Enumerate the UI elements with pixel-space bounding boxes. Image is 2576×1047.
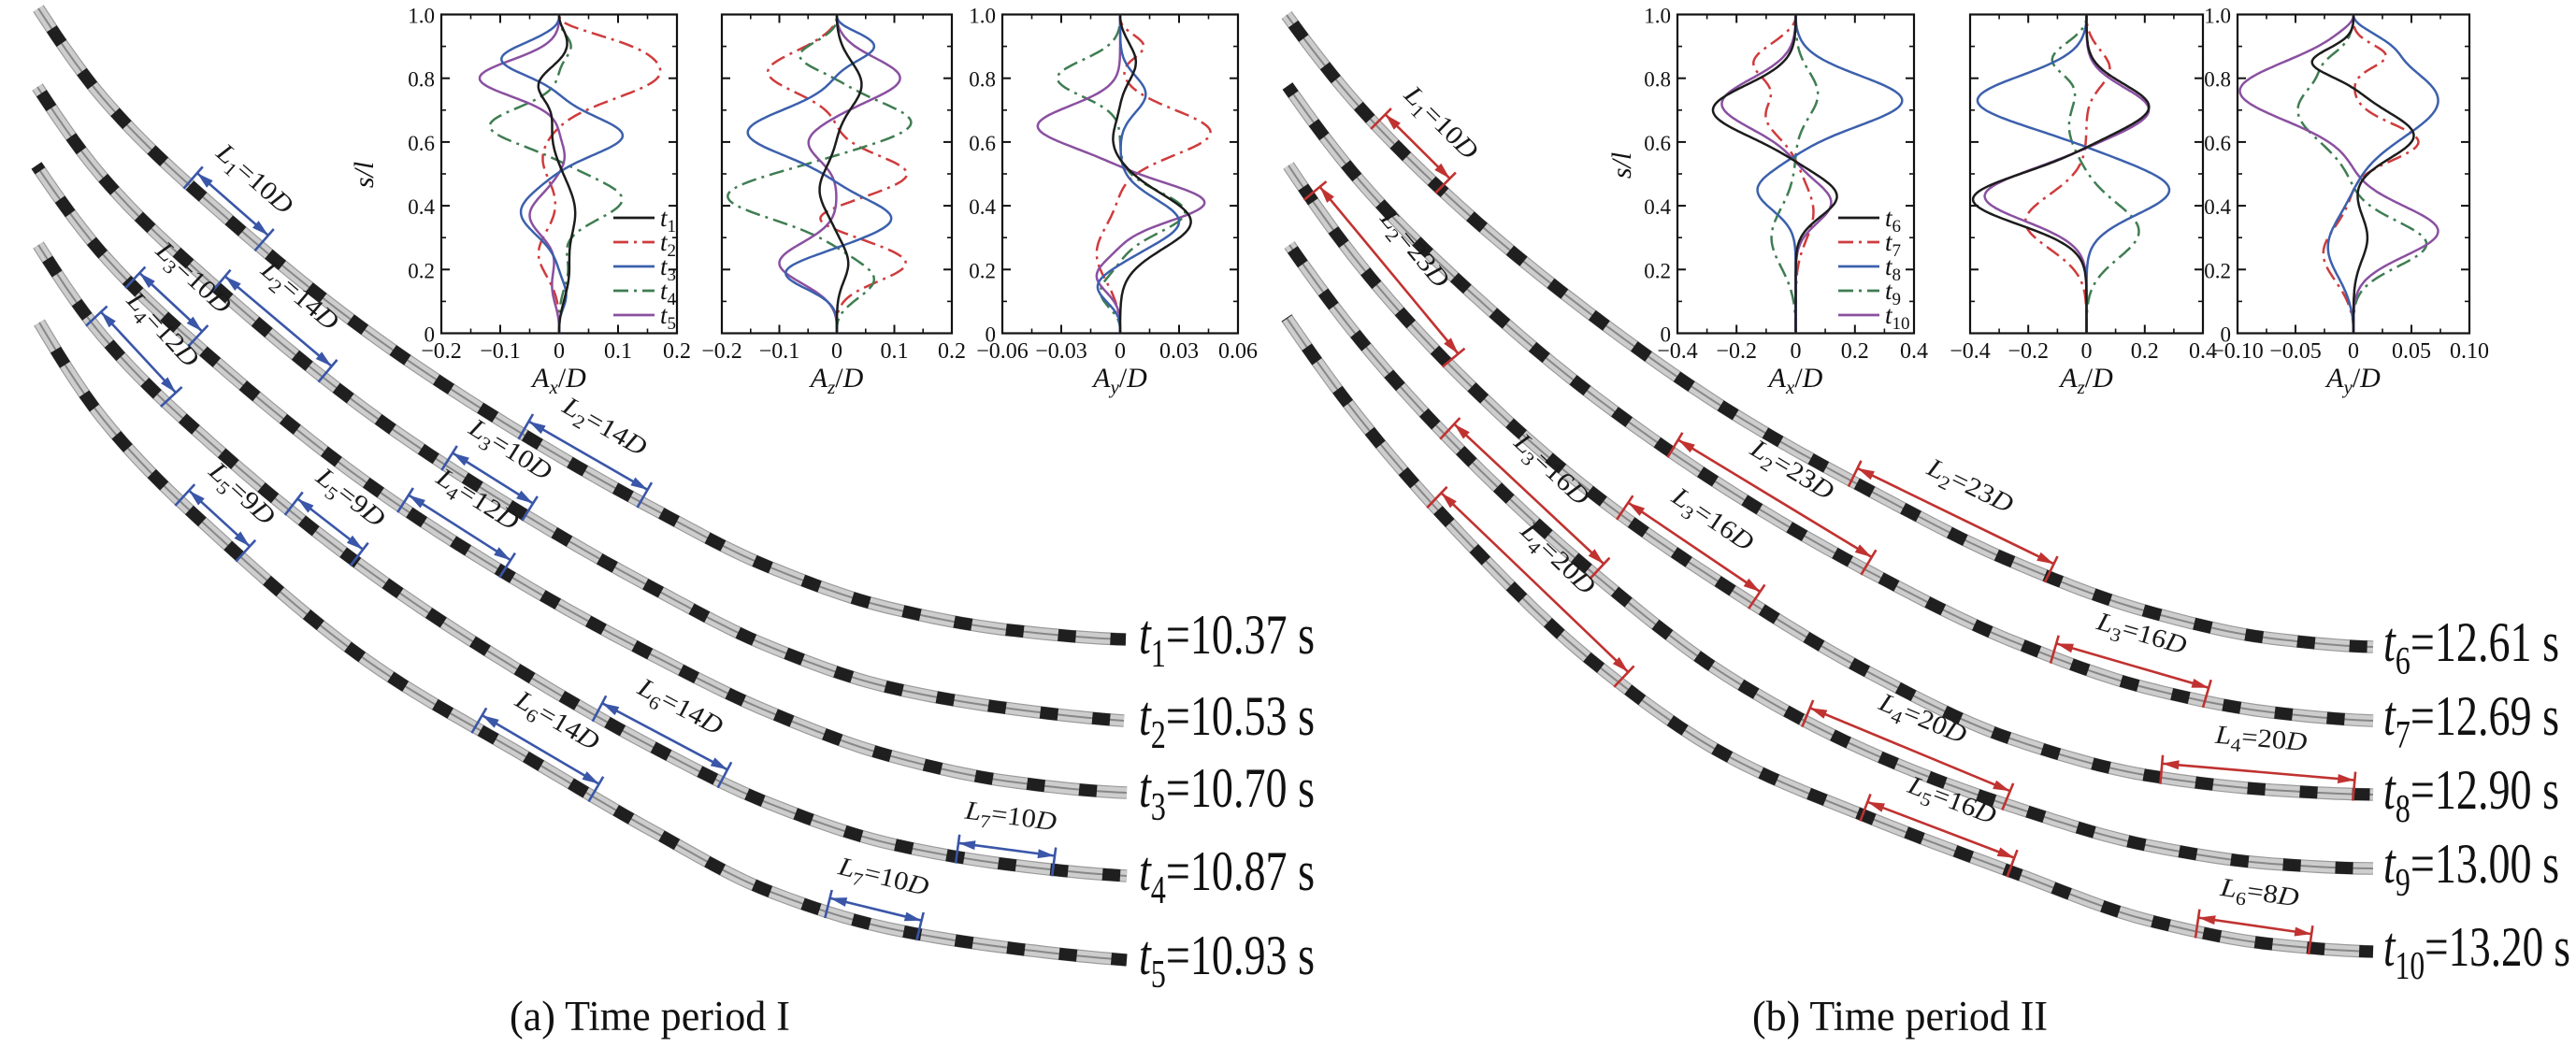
svg-text:−0.4: −0.4 xyxy=(1657,339,1698,364)
svg-text:t5: t5 xyxy=(660,301,676,334)
svg-text:0: 0 xyxy=(986,323,997,347)
svg-text:0.03: 0.03 xyxy=(1159,339,1199,364)
svg-text:−0.2: −0.2 xyxy=(701,339,742,364)
svg-text:0: 0 xyxy=(2221,323,2232,347)
svg-text:t4=10.87 s: t4=10.87 s xyxy=(1139,840,1315,912)
svg-text:0: 0 xyxy=(831,339,842,364)
svg-text:0: 0 xyxy=(1661,323,1672,347)
svg-text:0.06: 0.06 xyxy=(1218,339,1258,364)
svg-text:0.2: 0.2 xyxy=(938,339,966,364)
svg-text:0.8: 0.8 xyxy=(408,68,435,92)
svg-text:L7=10D: L7=10D xyxy=(962,796,1058,841)
svg-text:0: 0 xyxy=(554,339,565,364)
svg-text:0.2: 0.2 xyxy=(2131,339,2159,364)
svg-text:Ay/D: Ay/D xyxy=(1091,363,1147,398)
svg-text:0.4: 0.4 xyxy=(408,195,435,219)
svg-text:t10=13.20 s: t10=13.20 s xyxy=(2383,916,2570,988)
svg-text:(b) Time period II: (b) Time period II xyxy=(1752,993,2048,1040)
svg-text:0.8: 0.8 xyxy=(1644,68,1671,92)
svg-text:t5=10.93 s: t5=10.93 s xyxy=(1139,925,1315,997)
svg-text:t3: t3 xyxy=(660,252,676,285)
svg-text:1.0: 1.0 xyxy=(1644,5,1671,28)
svg-text:t2: t2 xyxy=(660,228,676,261)
svg-text:s/l: s/l xyxy=(1606,152,1637,179)
svg-text:t9=13.00 s: t9=13.00 s xyxy=(2383,833,2559,905)
svg-text:0: 0 xyxy=(2348,339,2359,364)
svg-text:0.1: 0.1 xyxy=(604,339,632,364)
svg-text:Ay/D: Ay/D xyxy=(2324,363,2381,398)
svg-text:−0.05: −0.05 xyxy=(2269,339,2322,364)
svg-text:(a) Time period I: (a) Time period I xyxy=(510,993,790,1040)
svg-text:1.0: 1.0 xyxy=(969,5,996,28)
svg-text:−0.10: −0.10 xyxy=(2211,339,2264,364)
svg-text:−0.2: −0.2 xyxy=(2008,339,2049,364)
svg-text:t6=12.61 s: t6=12.61 s xyxy=(2383,611,2559,683)
svg-text:−0.1: −0.1 xyxy=(759,339,800,364)
svg-text:0.05: 0.05 xyxy=(2392,339,2431,364)
svg-text:0.4: 0.4 xyxy=(1644,195,1671,219)
svg-text:t6: t6 xyxy=(1885,204,1901,237)
svg-text:0: 0 xyxy=(1115,339,1126,364)
svg-text:0.1: 0.1 xyxy=(881,339,909,364)
svg-text:L6=8D: L6=8D xyxy=(2217,873,2300,918)
svg-text:0.6: 0.6 xyxy=(969,132,996,155)
svg-text:L3=16D: L3=16D xyxy=(1504,427,1595,515)
svg-text:−0.1: −0.1 xyxy=(480,339,521,364)
svg-text:Az/D: Az/D xyxy=(2058,363,2113,398)
svg-text:0.4: 0.4 xyxy=(1900,339,1928,364)
svg-text:0: 0 xyxy=(1791,339,1802,364)
svg-text:0.6: 0.6 xyxy=(2204,132,2231,155)
svg-text:1.0: 1.0 xyxy=(2204,5,2231,28)
svg-text:0.2: 0.2 xyxy=(969,259,996,282)
svg-text:0.10: 0.10 xyxy=(2450,339,2489,364)
svg-text:−0.4: −0.4 xyxy=(1950,339,1991,364)
svg-text:0.8: 0.8 xyxy=(969,68,996,92)
svg-text:t10: t10 xyxy=(1885,301,1910,334)
svg-text:t9: t9 xyxy=(1885,277,1901,309)
svg-text:−0.2: −0.2 xyxy=(421,339,462,364)
svg-text:−0.03: −0.03 xyxy=(1035,339,1087,364)
svg-text:0.2: 0.2 xyxy=(408,259,435,282)
svg-text:Az/D: Az/D xyxy=(809,363,864,398)
svg-text:Ax/D: Ax/D xyxy=(1767,363,1823,398)
svg-text:−0.06: −0.06 xyxy=(976,339,1029,364)
svg-text:1.0: 1.0 xyxy=(408,5,435,28)
svg-text:t7: t7 xyxy=(1885,228,1901,261)
svg-text:0.6: 0.6 xyxy=(408,132,435,155)
svg-text:0: 0 xyxy=(2081,339,2093,364)
svg-text:Ax/D: Ax/D xyxy=(530,363,586,398)
svg-text:t3=10.70 s: t3=10.70 s xyxy=(1139,757,1315,829)
svg-text:t8=12.90 s: t8=12.90 s xyxy=(2383,759,2559,831)
svg-text:L3=16D: L3=16D xyxy=(2092,607,2190,665)
svg-text:0.4: 0.4 xyxy=(2189,339,2217,364)
svg-text:L2=23D: L2=23D xyxy=(1920,452,2018,524)
svg-text:L4=20D: L4=20D xyxy=(2213,721,2309,762)
svg-text:0.6: 0.6 xyxy=(1644,132,1671,155)
svg-text:0: 0 xyxy=(425,323,436,347)
svg-text:t8: t8 xyxy=(1885,252,1901,285)
svg-text:0.2: 0.2 xyxy=(2204,259,2231,282)
svg-text:t2=10.53 s: t2=10.53 s xyxy=(1139,685,1315,757)
svg-text:t1: t1 xyxy=(660,204,676,237)
svg-text:0.4: 0.4 xyxy=(2204,195,2231,219)
svg-text:s/l: s/l xyxy=(349,162,380,188)
svg-text:0.2: 0.2 xyxy=(663,339,691,364)
svg-text:0.4: 0.4 xyxy=(969,195,996,219)
svg-text:0.2: 0.2 xyxy=(1841,339,1869,364)
svg-text:−0.2: −0.2 xyxy=(1716,339,1757,364)
svg-text:t1=10.37 s: t1=10.37 s xyxy=(1139,604,1315,676)
svg-text:t7=12.69 s: t7=12.69 s xyxy=(2383,685,2559,757)
svg-text:0.8: 0.8 xyxy=(2204,68,2231,92)
svg-text:0.2: 0.2 xyxy=(1644,259,1671,282)
svg-text:t4: t4 xyxy=(660,277,677,309)
